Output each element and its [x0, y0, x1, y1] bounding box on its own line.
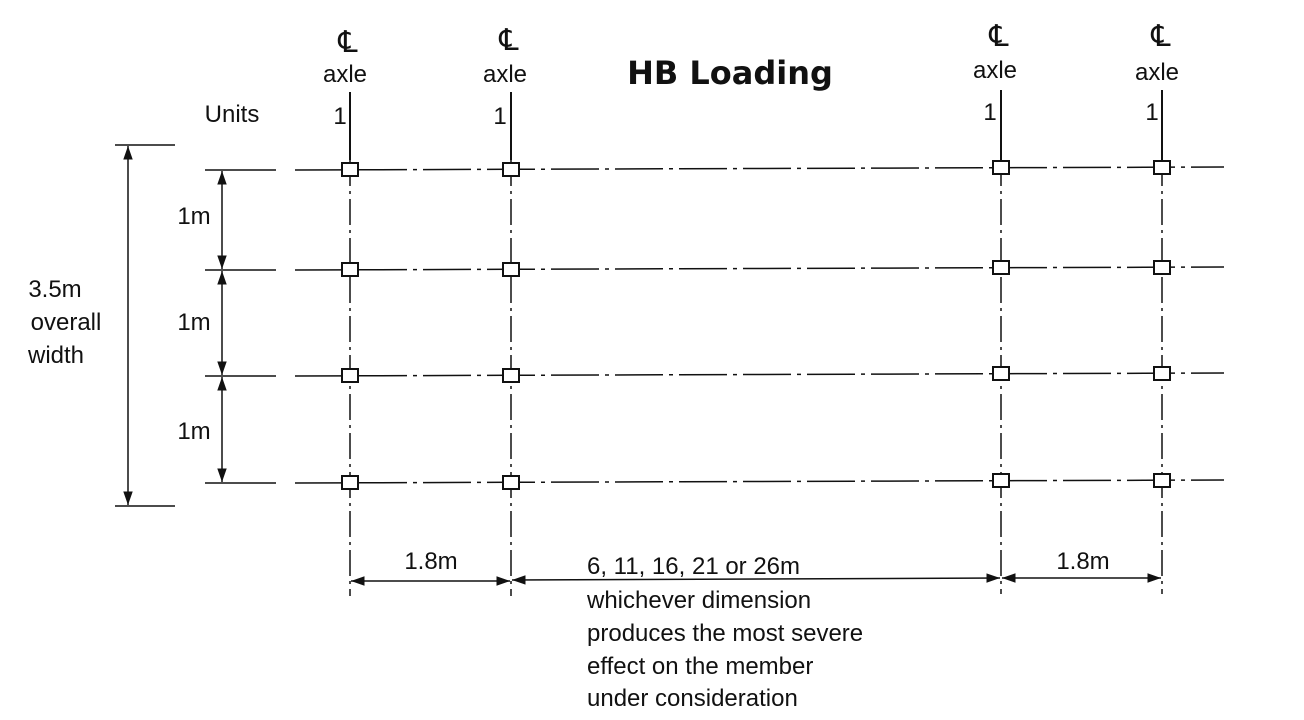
axle-units: 1 [493, 103, 506, 130]
wheel-line-3 [294, 372, 1225, 377]
axle-units: 1 [333, 103, 346, 130]
axle-label: axle [483, 61, 527, 88]
axle-units: 1 [983, 99, 996, 126]
centerline-icon: ℄ [498, 24, 518, 57]
axle-spacing-right-label: 1.8m [1056, 548, 1109, 575]
diagram-title: HB Loading [627, 54, 833, 92]
wheel-square [502, 475, 520, 490]
wheel-square [341, 368, 359, 383]
wheel-square [992, 366, 1010, 381]
axle-spacing-dimensions [351, 573, 1161, 586]
note-line-4: under consideration [587, 685, 798, 712]
axle-header-3: ℄ axle 1 [973, 20, 1017, 126]
axle-spacing-left-label: 1.8m [404, 548, 457, 575]
wheel-square [502, 368, 520, 383]
wheel-square [992, 473, 1010, 488]
overall-width-dimension [115, 144, 175, 507]
wheel-square [1153, 366, 1171, 381]
units-label: Units [205, 101, 260, 128]
axle-label: axle [323, 61, 367, 88]
axle-centerlines [349, 90, 1163, 596]
wheel-spacing-dimensions [205, 169, 276, 484]
wheel-square [502, 262, 520, 277]
wheel-line-2 [294, 266, 1225, 271]
wheel-square [992, 160, 1010, 175]
axle-header-4: ℄ axle 1 [1135, 20, 1179, 126]
note-line-3: effect on the member [587, 653, 813, 680]
wheel-square [341, 162, 359, 177]
axle-spacing-middle-label: 6, 11, 16, 21 or 26m [587, 553, 800, 580]
axle-units: 1 [1145, 99, 1158, 126]
axle-header-2: ℄ axle 1 [483, 24, 527, 130]
note-line-2: produces the most severe [587, 620, 863, 647]
wheel-lines [294, 166, 1225, 484]
spacing-note: whichever dimension produces the most se… [586, 587, 863, 712]
centerline-icon: ℄ [988, 20, 1008, 53]
overall-width-line3: width [27, 342, 84, 369]
overall-width-line2: overall [31, 309, 102, 336]
centerline-icon: ℄ [337, 26, 357, 59]
overall-width-line1: 3.5m [28, 276, 81, 303]
wheel-spacing-label-3: 1m [177, 418, 210, 445]
wheel-line-1 [294, 166, 1225, 171]
wheel-markers [341, 160, 1171, 490]
wheel-square [341, 262, 359, 277]
centerline-icon: ℄ [1150, 20, 1170, 53]
axle-header-1: ℄ axle 1 [323, 26, 367, 130]
wheel-square [341, 475, 359, 490]
note-line-1: whichever dimension [586, 587, 811, 614]
axle-label: axle [973, 57, 1017, 84]
wheel-square [1153, 473, 1171, 488]
wheel-square [1153, 260, 1171, 275]
wheel-square [502, 162, 520, 177]
wheel-square [1153, 160, 1171, 175]
wheel-spacing-label-1: 1m [177, 203, 210, 230]
axle-label: axle [1135, 59, 1179, 86]
wheel-line-4 [294, 479, 1225, 484]
wheel-spacing-label-2: 1m [177, 309, 210, 336]
axle-spacing-arrow-middle [511, 573, 1001, 585]
wheel-square [992, 260, 1010, 275]
